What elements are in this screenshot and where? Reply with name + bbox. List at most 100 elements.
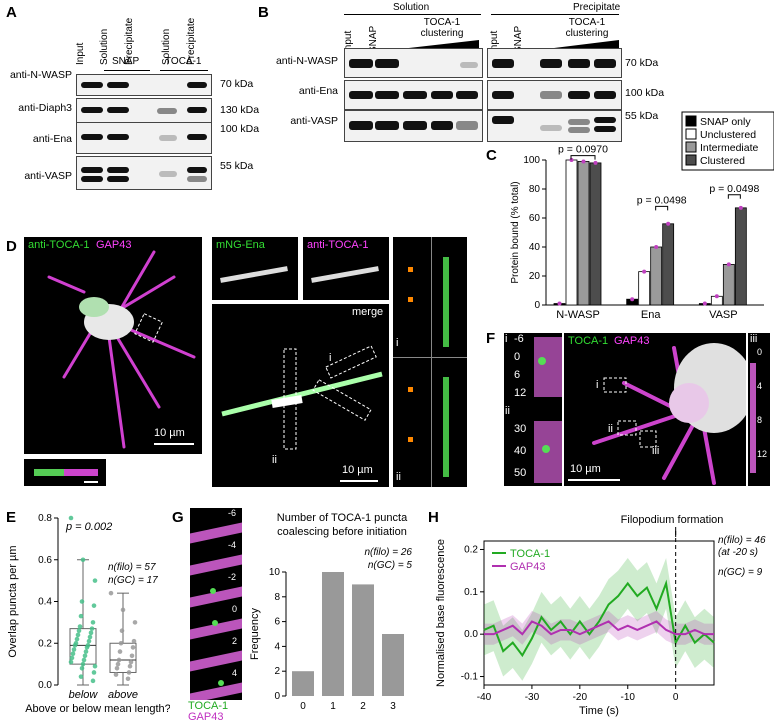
time-label: 0	[232, 604, 238, 614]
data-point	[726, 262, 731, 267]
time-label: 30	[514, 423, 527, 435]
data-point	[77, 624, 83, 629]
y-tick-label: 0.0	[38, 680, 52, 691]
significance-bracket	[727, 194, 741, 199]
data-point	[79, 666, 85, 671]
time-label: 0	[757, 347, 763, 357]
data-point	[125, 676, 131, 682]
data-point	[92, 663, 98, 669]
row-label: anti-N-WASP	[275, 55, 338, 67]
p-value-label: p = 0.0970	[558, 144, 608, 156]
clustering-wedge	[400, 40, 479, 49]
bar	[352, 584, 374, 696]
y-tick-label: 40	[529, 242, 541, 253]
panel-g-chart: Number of TOCA-1 puncta coalescing before…	[249, 512, 412, 712]
data-point	[91, 670, 97, 675]
panel-h-label: H	[428, 509, 439, 526]
micrograph-d-merge: merge i ii 10 µm	[212, 304, 389, 487]
time-label: 50	[514, 467, 527, 479]
legend-swatch	[685, 115, 697, 127]
y-axis-label: Protein bound (% total)	[510, 181, 521, 283]
y-tick-label: 20	[529, 271, 541, 282]
data-point	[114, 666, 120, 671]
data-point	[80, 557, 86, 563]
y-tick-label: 0.6	[38, 555, 52, 566]
panel-a-label: A	[6, 4, 17, 21]
data-point	[88, 630, 94, 636]
data-point	[702, 301, 707, 306]
data-point	[738, 205, 743, 210]
data-point	[113, 672, 119, 677]
data-point	[129, 653, 135, 659]
panel-c-chart: 0 20 40 60 80 100 Protein bound (% total) N-WAS…	[510, 111, 774, 321]
x-tick-label: 1	[330, 701, 336, 712]
data-point	[654, 245, 659, 249]
y-tick-label: 100	[523, 155, 540, 166]
legend-label: SNAP only	[700, 116, 751, 128]
data-point	[117, 649, 123, 654]
data-point	[78, 613, 84, 619]
x-tick-label: -20	[573, 692, 588, 703]
time-label: 6	[514, 369, 521, 381]
time-label: -2	[228, 572, 237, 582]
panel-g-label: G	[172, 509, 184, 526]
clustering-wedge	[546, 40, 619, 49]
data-point	[91, 603, 97, 608]
western-blot	[487, 80, 622, 110]
western-blot	[76, 98, 212, 125]
label-magenta: GAP43	[614, 335, 650, 347]
bar	[322, 572, 344, 696]
western-blot	[344, 110, 483, 142]
data-point	[70, 651, 76, 656]
y-tick-label: -0.1	[461, 672, 479, 683]
data-point	[80, 661, 86, 667]
x-tick-label: 2	[360, 701, 366, 712]
data-point	[78, 674, 84, 679]
n-gc-label: n(GC) = 9	[718, 567, 763, 578]
y-tick-label: 4	[274, 641, 280, 652]
data-point	[68, 659, 74, 665]
x-tick-label: -30	[525, 692, 540, 703]
bar	[292, 671, 314, 696]
roi-label: i	[505, 333, 508, 345]
western-blot	[76, 74, 212, 96]
legend-label: Intermediate	[700, 142, 759, 154]
y-axis-label: Overlap puncta per µm	[7, 545, 19, 657]
data-point	[714, 294, 719, 299]
p-value-label: p = 0.0498	[637, 194, 687, 206]
data-point	[557, 301, 562, 306]
row-label: anti-VASP	[24, 170, 72, 182]
significance-bracket	[655, 205, 669, 211]
data-point	[118, 640, 124, 646]
roi-label: ii	[608, 423, 613, 435]
row-label: anti-VASP	[290, 115, 338, 127]
time-label: -6	[228, 508, 237, 518]
time-label: 4	[232, 668, 238, 678]
bar	[589, 162, 602, 306]
time-label: 2	[232, 636, 238, 646]
data-point	[86, 638, 92, 644]
chart-title-line: Number of TOCA-1 puncta	[277, 512, 408, 524]
data-point	[666, 221, 671, 226]
data-point	[108, 590, 114, 596]
kda-marker: 130 kDa	[220, 104, 260, 116]
panel-d-label: D	[6, 238, 17, 255]
bar	[382, 634, 404, 696]
clustering-label: TOCA-1 clustering	[565, 17, 609, 39]
micrograph-d-main: anti-TOCA-1 GAP43 10 µm	[24, 237, 202, 454]
data-point	[82, 653, 88, 659]
panel-e-label: E	[6, 509, 17, 526]
row-label: anti-Diaph3	[18, 102, 72, 114]
data-point	[68, 515, 74, 521]
y-tick-label: 0.2	[464, 544, 478, 555]
panel-h-chart: -40 -30 -20 -10 0 -0.1 0.0 0.1 0.2 Time (s) Normal…	[435, 514, 766, 717]
data-point	[642, 269, 647, 274]
chart-title-line: coalescing before initiation	[277, 526, 407, 538]
legend-swatch	[685, 141, 697, 153]
x-tick-label: 0	[300, 701, 306, 712]
data-point	[130, 645, 136, 650]
data-point	[116, 657, 122, 663]
scale-bar-label: 10 µm	[342, 464, 373, 476]
series-line	[484, 620, 714, 636]
p-value-label: p = 0.002	[65, 521, 112, 533]
